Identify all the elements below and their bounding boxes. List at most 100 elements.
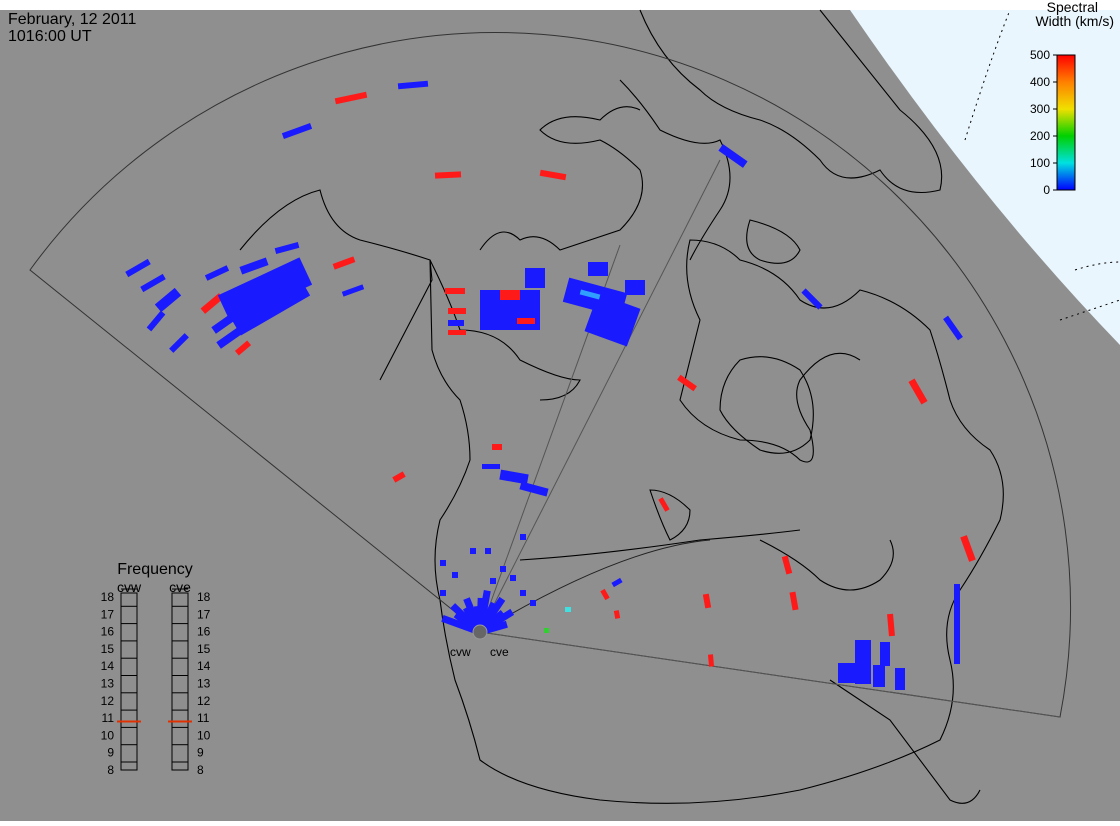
echo <box>588 262 608 276</box>
frequency-label: 15 <box>101 642 115 656</box>
echo <box>539 169 567 181</box>
map-background <box>0 10 1120 821</box>
echo <box>520 590 526 596</box>
echo <box>281 123 313 139</box>
colorbar-label: 200 <box>1030 129 1050 143</box>
echo <box>445 288 465 294</box>
date: February, 12 2011 <box>8 11 136 28</box>
colorbar-label: 0 <box>1043 183 1050 197</box>
echo <box>625 280 645 295</box>
frequency-label: 13 <box>101 677 115 691</box>
radar-name: cve <box>169 579 191 595</box>
frequency-label: 17 <box>101 607 115 621</box>
radar-site <box>472 624 488 640</box>
echo <box>584 293 641 347</box>
frequency-label: 8 <box>107 763 114 777</box>
echo <box>440 590 446 596</box>
echo <box>510 575 516 581</box>
echo <box>500 290 520 300</box>
daylight-region <box>850 10 1120 345</box>
field-of-view <box>29 32 1071 718</box>
echo <box>801 288 823 310</box>
frequency-box <box>120 592 138 771</box>
echo <box>530 600 536 606</box>
colorbar-label: 300 <box>1030 102 1050 116</box>
echo <box>482 464 500 469</box>
echo <box>470 548 476 554</box>
colorbar <box>1056 54 1076 191</box>
echo <box>613 610 621 619</box>
colorbar-label: 500 <box>1030 48 1050 62</box>
echo <box>544 628 549 633</box>
echo <box>448 308 466 314</box>
echo <box>895 668 905 690</box>
echo <box>887 613 895 637</box>
echo <box>519 481 549 497</box>
echo <box>229 276 311 336</box>
echo <box>520 534 526 540</box>
echo <box>140 273 166 293</box>
frequency-label: 18 <box>101 590 115 604</box>
echo <box>908 378 928 405</box>
echo <box>334 91 368 105</box>
echo <box>239 257 269 275</box>
echo <box>492 444 502 450</box>
frequency-label: 9 <box>197 746 204 760</box>
echo <box>332 256 356 270</box>
echo <box>125 258 151 278</box>
echo <box>392 471 406 483</box>
echo <box>452 572 458 578</box>
echo <box>943 315 963 341</box>
echo <box>789 591 799 611</box>
echo <box>565 607 571 612</box>
echo <box>204 265 230 281</box>
echo <box>154 287 182 313</box>
radar-name: cvw <box>117 579 142 595</box>
echo <box>579 289 601 300</box>
echo <box>434 171 462 179</box>
echo <box>517 318 535 324</box>
echo <box>146 310 166 332</box>
frequency-label: 18 <box>197 590 211 604</box>
colorbar-title: Spectral <box>1047 0 1098 15</box>
echo <box>169 333 189 353</box>
frequency-label: 11 <box>197 711 210 725</box>
frequency-box <box>171 592 189 771</box>
frequency-label: 16 <box>101 625 115 639</box>
echo <box>499 469 529 485</box>
beam-line <box>479 631 1061 718</box>
frequency-label: 11 <box>102 711 115 725</box>
echo <box>341 284 365 297</box>
echo <box>217 257 313 323</box>
echo <box>448 320 464 326</box>
frequency-label: 17 <box>197 607 211 621</box>
frequency-title: Frequency <box>117 561 193 578</box>
echo <box>500 566 506 572</box>
frequency-label: 12 <box>101 694 115 708</box>
echo <box>611 577 623 588</box>
colorbar-title: Width (km/s) <box>1035 13 1114 29</box>
frequency-label: 13 <box>197 677 211 691</box>
echo <box>658 497 670 512</box>
frequency-label: 10 <box>197 728 211 742</box>
echo <box>490 578 496 584</box>
frequency-label: 9 <box>107 746 114 760</box>
echo <box>781 555 793 575</box>
echo <box>274 241 300 255</box>
legends: 0100200300400500cvw89101112131415161718c… <box>101 48 1076 777</box>
latitude-circle <box>1059 299 1120 321</box>
latitude-circle <box>1074 261 1120 271</box>
echo <box>397 80 429 90</box>
frequency-label: 15 <box>197 642 211 656</box>
beam-line <box>479 159 721 633</box>
colorbar-label: 400 <box>1030 75 1050 89</box>
frequency-label: 14 <box>197 659 211 673</box>
echo <box>855 640 871 684</box>
site-label: cvw <box>450 645 471 659</box>
echo <box>234 340 252 356</box>
echo <box>960 535 976 562</box>
echo <box>448 330 466 335</box>
frequency-label: 8 <box>197 763 204 777</box>
